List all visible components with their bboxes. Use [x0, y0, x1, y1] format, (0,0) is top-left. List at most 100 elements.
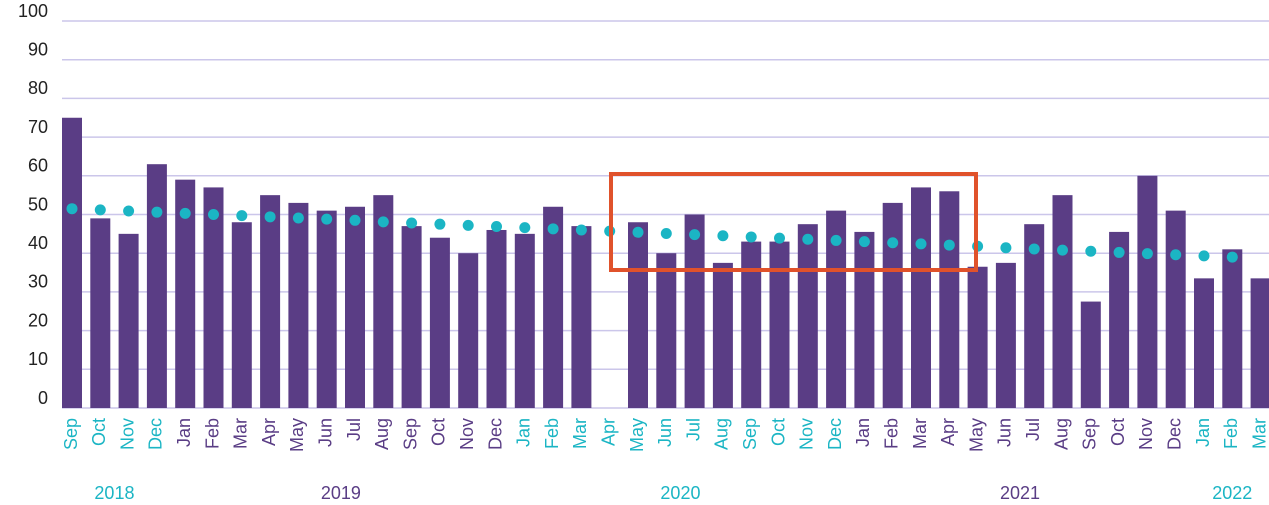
- x-tick-label: Mar: [570, 418, 590, 449]
- trend-dot: [519, 222, 531, 234]
- trend-dot: [1141, 248, 1153, 260]
- x-tick-label: Jan: [1193, 418, 1213, 447]
- bar: [712, 262, 733, 408]
- trend-dot: [1057, 244, 1068, 256]
- bar: [1080, 301, 1101, 408]
- bar: [401, 226, 422, 408]
- trend-dot: [1000, 242, 1012, 254]
- bar: [995, 262, 1016, 408]
- x-tick-label: Aug: [372, 418, 392, 450]
- trend-dot: [575, 224, 587, 236]
- trend-dot: [151, 206, 163, 218]
- x-tick-label: Nov: [797, 418, 817, 450]
- trend-dot: [943, 239, 955, 251]
- bar: [429, 237, 450, 408]
- bar: [797, 224, 818, 408]
- bar: [769, 241, 790, 408]
- trend-dot: [66, 203, 78, 215]
- bar: [373, 195, 394, 408]
- trend-dot: [660, 227, 672, 239]
- x-tick-label: Jun: [315, 418, 335, 447]
- x-tick-label: Feb: [202, 418, 222, 449]
- y-tick-label: 100: [18, 1, 48, 21]
- y-tick-label: 40: [28, 233, 48, 253]
- y-tick-label: 80: [28, 78, 48, 98]
- y-tick-label: 0: [38, 388, 48, 408]
- bar: [628, 222, 648, 408]
- trend-dot: [858, 236, 870, 248]
- trend-dot: [1085, 245, 1097, 257]
- bar: [1109, 231, 1130, 408]
- x-tick-label: Nov: [1136, 418, 1156, 450]
- bar: [231, 222, 252, 408]
- x-tick-label: Jul: [344, 418, 364, 441]
- trend-dot: [1226, 251, 1238, 263]
- bar: [1165, 210, 1186, 408]
- bar: [1137, 175, 1158, 408]
- x-tick-label: Feb: [881, 418, 901, 449]
- x-tick-label: Jul: [1023, 418, 1043, 441]
- x-tick-label: Dec: [1164, 418, 1184, 450]
- trend-dot: [264, 211, 276, 223]
- bar: [288, 202, 309, 408]
- x-tick-label: Oct: [1108, 418, 1128, 446]
- x-tick-label: Mar: [1249, 418, 1269, 449]
- trend-dot: [887, 237, 899, 249]
- trend-dot: [236, 210, 248, 222]
- x-tick-label: Jan: [514, 418, 534, 447]
- x-tick-label: Feb: [542, 418, 562, 449]
- bar: [486, 229, 507, 408]
- highlight-box: [609, 172, 978, 272]
- x-tick-label: Oct: [768, 418, 788, 446]
- bar: [967, 266, 988, 408]
- trend-dot: [1113, 246, 1125, 258]
- trend-dot: [1170, 249, 1182, 261]
- bar: [62, 117, 82, 408]
- x-tick-label: May: [287, 418, 307, 452]
- year-label: 2019: [321, 483, 361, 503]
- bar: [1250, 278, 1269, 408]
- bar: [543, 206, 564, 408]
- bar: [146, 164, 167, 408]
- bar: [684, 214, 705, 408]
- year-label: 2018: [94, 483, 134, 503]
- bar: [1194, 278, 1214, 408]
- x-tick-label: Jul: [683, 418, 703, 441]
- x-tick-label: Oct: [89, 418, 109, 446]
- bar: [514, 233, 535, 408]
- trend-dot: [94, 204, 106, 216]
- y-tick-label: 90: [28, 39, 48, 59]
- trend-dot: [1028, 243, 1040, 255]
- bar: [345, 206, 365, 408]
- x-tick-label: Feb: [1221, 418, 1241, 449]
- bar: [1052, 195, 1073, 408]
- x-tick-label: Sep: [1080, 418, 1100, 450]
- bar: [203, 187, 224, 408]
- trend-dot: [774, 232, 785, 244]
- trend-dot: [802, 233, 814, 245]
- bar: [90, 218, 111, 408]
- y-tick-label: 20: [28, 310, 48, 330]
- y-tick-label: 60: [28, 156, 48, 176]
- bar: [882, 202, 903, 408]
- trend-dot: [462, 219, 474, 231]
- bar: [656, 253, 677, 408]
- x-tick-label: Apr: [259, 418, 279, 446]
- x-tick-label: Dec: [825, 418, 845, 450]
- y-tick-label: 70: [28, 117, 48, 137]
- bar: [911, 187, 931, 408]
- trend-dot: [830, 234, 842, 246]
- bar: [571, 226, 592, 408]
- y-tick-label: 10: [28, 349, 48, 369]
- trend-dot: [349, 214, 361, 226]
- marks: [62, 117, 1269, 408]
- trend-dot: [547, 223, 559, 235]
- x-tick-label: Jan: [853, 418, 873, 447]
- x-tick-label: Jan: [174, 418, 194, 447]
- x-tick-label: Dec: [485, 418, 505, 450]
- trend-dot: [208, 209, 219, 220]
- x-tick-label: Oct: [429, 418, 449, 446]
- bar: [741, 241, 762, 408]
- bar: [939, 191, 960, 408]
